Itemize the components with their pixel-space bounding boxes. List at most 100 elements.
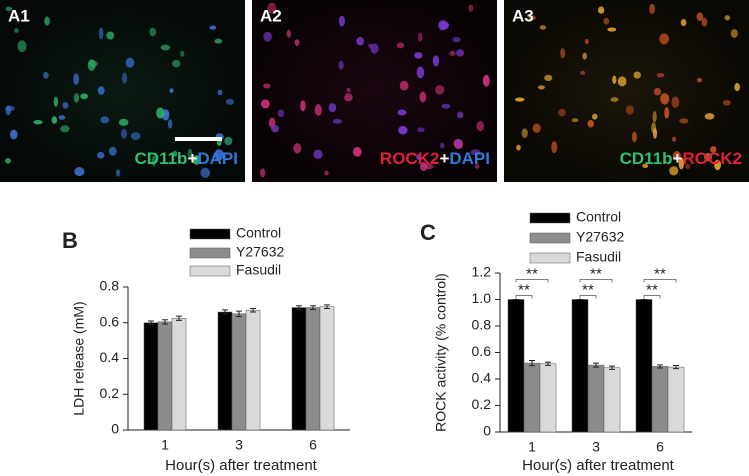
cell — [680, 18, 687, 27]
cell — [108, 146, 117, 156]
cell — [346, 87, 351, 93]
cell — [455, 138, 461, 148]
micrograph — [504, 0, 749, 182]
significance-label: ** — [590, 265, 602, 282]
caption-part: CD11b — [620, 149, 673, 168]
significance-bracket — [643, 279, 677, 283]
y-tick-label: 1.2 — [472, 264, 492, 280]
error-bar — [673, 364, 679, 370]
y-tick-label: 0.8 — [100, 278, 120, 294]
cell — [516, 144, 521, 151]
cell — [293, 143, 302, 154]
cell — [440, 142, 445, 149]
cell — [649, 3, 656, 15]
cell — [642, 163, 649, 168]
cell — [441, 103, 451, 109]
x-axis-label: Hour(s) after treatment — [165, 457, 318, 474]
cell — [532, 123, 541, 133]
cell — [200, 167, 211, 178]
caption-part: CD11b — [135, 149, 188, 168]
caption-part: ROCK2 — [380, 149, 440, 168]
significance-label: ** — [518, 281, 530, 298]
cell — [607, 27, 617, 32]
cell — [416, 66, 425, 79]
panel-label: A1 — [8, 6, 30, 25]
error-bar — [593, 362, 599, 368]
cell — [224, 136, 233, 146]
error-bar — [176, 315, 182, 321]
cell — [370, 43, 379, 54]
cell — [73, 73, 80, 85]
cell — [571, 118, 579, 123]
cell — [149, 27, 157, 37]
bar — [143, 322, 159, 431]
cell — [53, 96, 59, 107]
x-tick-label: 6 — [309, 437, 317, 453]
cell — [631, 131, 637, 143]
legend-label: Y27632 — [576, 229, 624, 245]
cell — [582, 52, 587, 60]
cell — [151, 155, 156, 167]
x-axis-label: Hour(s) after treatment — [522, 457, 675, 474]
cell — [414, 52, 423, 59]
cell — [560, 48, 566, 59]
bar — [217, 311, 233, 431]
cell — [669, 166, 679, 176]
cell — [263, 31, 272, 42]
y-tick-label: 1.0 — [472, 290, 492, 306]
cell — [685, 163, 691, 170]
bar — [231, 313, 247, 431]
significance-label: ** — [654, 265, 666, 282]
micrograph — [0, 0, 245, 182]
panel-label: B — [62, 228, 78, 253]
panel-caption: CD11b+DAPI — [135, 149, 238, 168]
cell — [417, 127, 425, 133]
error-bar — [162, 319, 168, 325]
cell — [344, 93, 353, 102]
significance-bracket — [515, 295, 533, 299]
cell — [558, 108, 566, 117]
x-tick-label: 3 — [235, 437, 243, 453]
cell — [439, 21, 450, 30]
cell — [724, 15, 731, 21]
cell — [9, 129, 18, 140]
caption-part: DAPI — [197, 149, 238, 168]
cell — [617, 76, 627, 87]
caption-part: DAPI — [449, 149, 490, 168]
legend-swatch — [529, 252, 571, 264]
cell — [537, 85, 545, 90]
cell — [62, 102, 69, 109]
cell — [44, 16, 50, 26]
y-tick-label: 0.2 — [100, 385, 120, 401]
cell — [267, 2, 277, 14]
bar — [603, 367, 621, 433]
cell — [300, 100, 306, 112]
caption-part: + — [187, 149, 197, 168]
cell — [539, 25, 547, 30]
cell — [98, 27, 104, 40]
cell — [352, 146, 362, 157]
legend-swatch — [529, 232, 571, 244]
cell — [5, 6, 13, 12]
error-bar — [148, 320, 154, 326]
legend-label: Fasudil — [236, 262, 281, 278]
error-bar — [609, 365, 615, 370]
bar — [651, 366, 669, 433]
cell — [656, 72, 665, 78]
y-tick-label: 0.6 — [472, 343, 492, 359]
cell — [121, 72, 128, 84]
error-bar — [324, 304, 330, 309]
cell — [313, 149, 323, 160]
cell — [678, 157, 685, 170]
panel-caption: CD11b+ROCK2 — [620, 149, 742, 168]
cell — [672, 150, 681, 161]
bar — [291, 307, 307, 431]
bar — [245, 309, 261, 431]
cell — [118, 118, 129, 126]
bar — [539, 363, 557, 433]
cell — [612, 75, 617, 85]
bar — [571, 299, 589, 433]
cell — [294, 39, 300, 46]
cell — [97, 86, 105, 95]
cell — [592, 113, 598, 120]
